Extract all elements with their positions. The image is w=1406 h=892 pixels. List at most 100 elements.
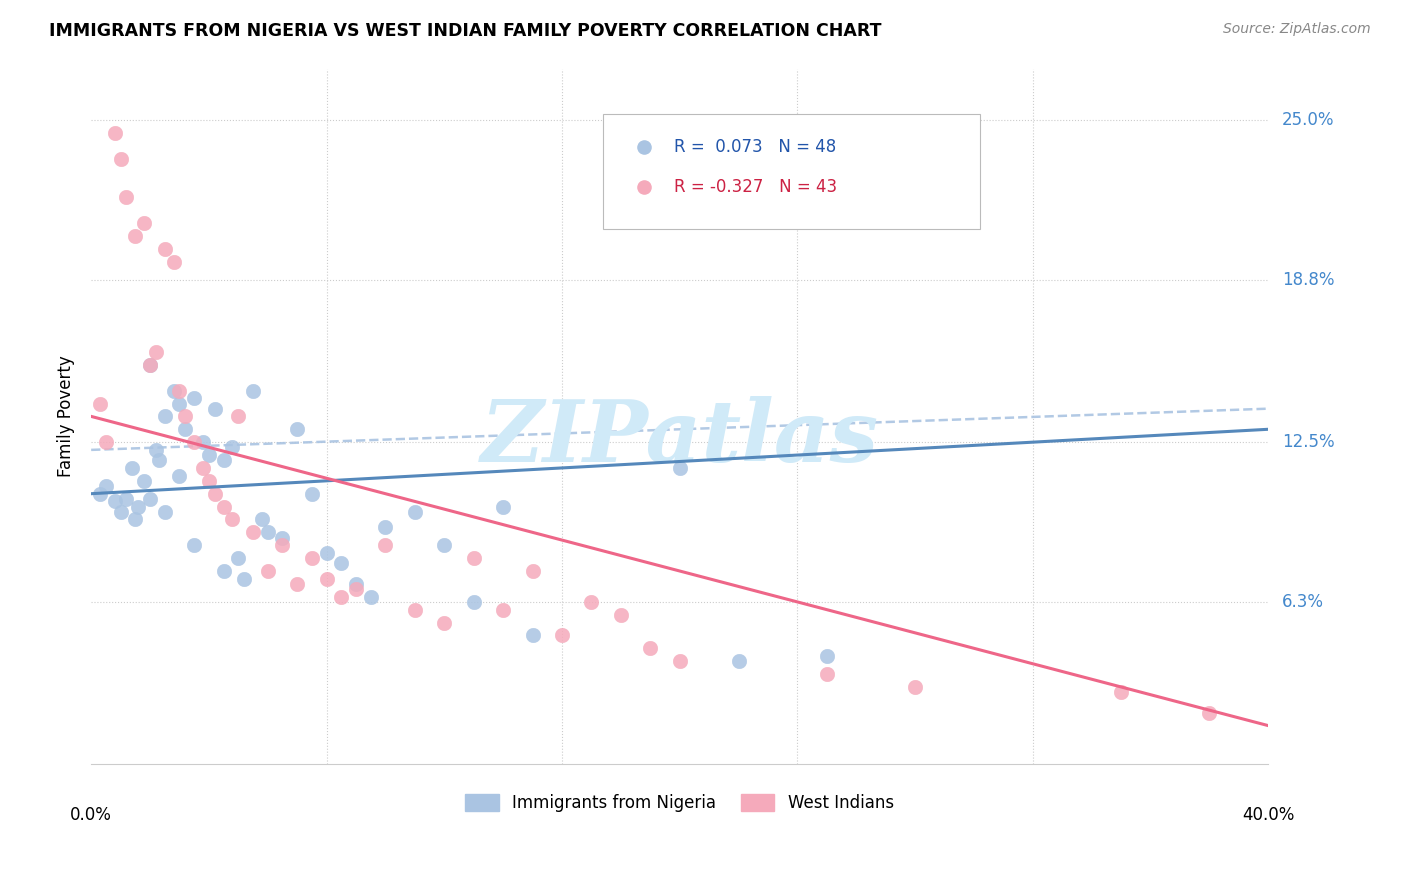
Point [815, 667, 838, 681]
Point [183, 538, 205, 552]
Point [404, 602, 426, 616]
Point [463, 595, 485, 609]
Point [145, 442, 167, 457]
Point [1109, 685, 1132, 699]
Point [315, 546, 337, 560]
Point [169, 396, 191, 410]
Y-axis label: Family Poverty: Family Poverty [58, 356, 75, 477]
Point [727, 654, 749, 668]
Point [330, 556, 353, 570]
Point [183, 435, 205, 450]
Point [204, 401, 226, 416]
Point [904, 680, 927, 694]
Point [233, 572, 256, 586]
Point [522, 628, 544, 642]
Point [285, 577, 308, 591]
Point [169, 468, 191, 483]
Point [104, 494, 127, 508]
Point [191, 461, 214, 475]
Point [153, 242, 176, 256]
Point [374, 538, 396, 552]
Point [581, 595, 603, 609]
Point [110, 505, 132, 519]
Point [89, 486, 111, 500]
Text: 0.0%: 0.0% [70, 806, 112, 824]
Text: R = -0.327   N = 43: R = -0.327 N = 43 [673, 178, 837, 196]
Point [463, 551, 485, 566]
Point [110, 152, 132, 166]
Point [360, 590, 382, 604]
Point [115, 491, 138, 506]
Point [212, 500, 235, 514]
Point [198, 474, 221, 488]
Point [668, 654, 690, 668]
Text: ZIPatlas: ZIPatlas [481, 395, 879, 479]
Point [330, 590, 353, 604]
Point [226, 409, 249, 424]
Point [256, 564, 278, 578]
Point [221, 512, 243, 526]
Point [134, 474, 156, 488]
Point [153, 505, 176, 519]
Point [153, 409, 176, 424]
Text: IMMIGRANTS FROM NIGERIA VS WEST INDIAN FAMILY POVERTY CORRELATION CHART: IMMIGRANTS FROM NIGERIA VS WEST INDIAN F… [49, 22, 882, 40]
Point [551, 628, 574, 642]
Point [174, 422, 197, 436]
Point [139, 358, 162, 372]
Point [204, 486, 226, 500]
Point [315, 572, 337, 586]
Point [174, 409, 197, 424]
Point [433, 615, 456, 630]
Text: 25.0%: 25.0% [1282, 112, 1334, 129]
Point [492, 602, 515, 616]
Point [169, 384, 191, 398]
Point [404, 505, 426, 519]
Point [191, 435, 214, 450]
Point [285, 422, 308, 436]
Point [242, 384, 264, 398]
Point [271, 538, 294, 552]
Point [94, 736, 117, 750]
Point [492, 500, 515, 514]
Text: 12.5%: 12.5% [1282, 434, 1334, 451]
Point [104, 126, 127, 140]
Point [94, 435, 117, 450]
Point [124, 229, 146, 244]
Point [145, 345, 167, 359]
Point [226, 551, 249, 566]
Point [250, 512, 273, 526]
Point [374, 520, 396, 534]
Point [344, 582, 367, 596]
Point [183, 392, 205, 406]
Legend: Immigrants from Nigeria, West Indians: Immigrants from Nigeria, West Indians [458, 787, 901, 819]
Point [212, 453, 235, 467]
Text: 40.0%: 40.0% [1241, 806, 1295, 824]
Point [89, 396, 111, 410]
Point [162, 254, 184, 268]
Point [271, 531, 294, 545]
Point [221, 440, 243, 454]
Point [121, 461, 143, 475]
Point [139, 358, 162, 372]
Text: R =  0.073   N = 48: R = 0.073 N = 48 [673, 138, 837, 156]
Point [139, 491, 162, 506]
Point [301, 551, 323, 566]
FancyBboxPatch shape [603, 114, 980, 228]
Point [1198, 706, 1220, 720]
Point [344, 577, 367, 591]
Point [148, 453, 170, 467]
Point [124, 512, 146, 526]
Point [668, 461, 690, 475]
Point [198, 448, 221, 462]
Point [134, 216, 156, 230]
Point [433, 538, 456, 552]
Text: 6.3%: 6.3% [1282, 593, 1324, 611]
Point [94, 734, 117, 748]
Text: Source: ZipAtlas.com: Source: ZipAtlas.com [1223, 22, 1371, 37]
Point [242, 525, 264, 540]
Point [301, 486, 323, 500]
Point [127, 500, 149, 514]
Text: 18.8%: 18.8% [1282, 271, 1334, 289]
Point [638, 641, 661, 656]
Point [162, 384, 184, 398]
